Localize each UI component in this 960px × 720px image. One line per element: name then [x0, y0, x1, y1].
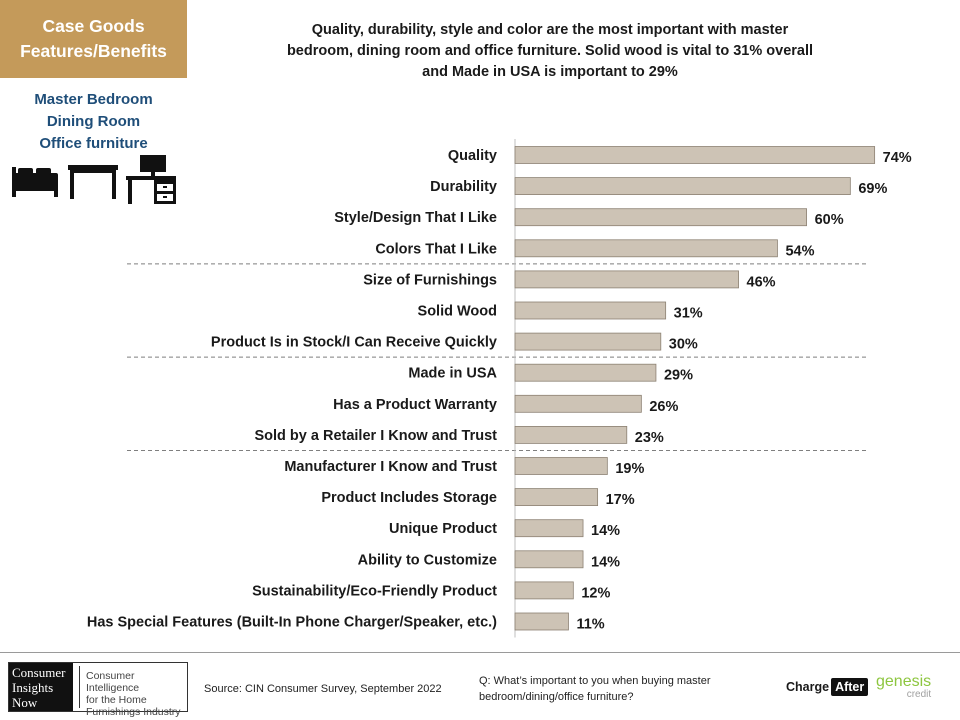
value-label: 26% [649, 399, 678, 415]
cin-logo: Consumer Insights Now Consumer Intellige… [8, 662, 188, 718]
category-label: Ability to Customize [358, 552, 497, 568]
cin-tagline-line-1: Consumer Intelligence [86, 670, 140, 694]
section-title-line2: Features/Benefits [20, 41, 167, 61]
survey-question-line-2: bedroom/dining/office furniture? [479, 691, 634, 703]
slide-headline: Quality, durability, style and color are… [220, 20, 880, 83]
value-label: 30% [669, 337, 698, 353]
cin-tagline-line-3: Furnishings Industry [86, 706, 181, 718]
cin-tagline-line-2: for the Home [86, 694, 147, 706]
section-title-line1: Case Goods [42, 16, 145, 36]
bar [514, 612, 569, 631]
category-label: Size of Furnishings [363, 272, 497, 288]
bar [514, 394, 642, 413]
value-label: 14% [591, 554, 620, 570]
value-label: 69% [858, 181, 887, 197]
bed-icon [12, 167, 58, 197]
section-title-box: Case Goods Features/Benefits [0, 0, 187, 78]
bar [514, 177, 851, 195]
category-label: Solid Wood [418, 304, 497, 320]
bar [514, 332, 662, 351]
category-label: Made in USA [408, 366, 497, 382]
value-label: 46% [747, 274, 776, 290]
value-label: 23% [635, 430, 664, 446]
category-label: Product Includes Storage [321, 490, 497, 506]
value-label: 29% [664, 368, 693, 384]
headline-line-2: bedroom, dining room and office furnitur… [286, 43, 814, 59]
desk-icon [126, 155, 176, 204]
cin-logo-mark: Consumer Insights Now [9, 663, 73, 711]
cin-logo-word-3: Now [12, 695, 38, 710]
value-label: 11% [576, 617, 604, 633]
category-label: Unique Product [389, 521, 497, 537]
value-label: 14% [591, 523, 620, 539]
furniture-icons [12, 155, 176, 204]
chargeafter-logo-charge: Charge [786, 680, 830, 694]
bar [514, 488, 599, 507]
category-office-furniture: Office furniture [39, 135, 148, 152]
category-label: Quality [448, 148, 497, 164]
value-label: 74% [883, 150, 912, 166]
chargeafter-logo-after: After [831, 678, 869, 696]
survey-question-line-1: Q: What’s important to you when buying m… [479, 675, 711, 687]
headline-line-3: and Made in USA is important to 29% [422, 64, 678, 80]
table-icon [68, 165, 118, 199]
cin-tagline: Consumer Intelligence for the Home Furni… [79, 666, 187, 718]
bar [514, 363, 657, 382]
value-label: 17% [606, 492, 635, 508]
value-label: 31% [674, 306, 703, 322]
genesis-credit-logo: genesis credit [876, 673, 932, 701]
genesis-logo-word: genesis [876, 673, 932, 690]
bar [514, 146, 876, 164]
genesis-logo-credit: credit [906, 689, 932, 700]
headline-line-1: Quality, durability, style and color are… [311, 22, 789, 38]
horizontal-bar-chart: Quality Durability Style/Design That I Lik… [87, 139, 912, 638]
value-label: 60% [815, 212, 844, 228]
category-label: Durability [430, 179, 497, 195]
bar [514, 425, 628, 444]
cin-logo-word-1: Consumer [12, 665, 66, 680]
category-label: Has Special Features (Built-In Phone Cha… [87, 615, 497, 631]
category-label: Colors That I Like [375, 241, 497, 257]
bar [514, 301, 667, 320]
value-label: 19% [615, 461, 644, 477]
survey-question: Q: What’s important to you when buying m… [479, 673, 769, 705]
category-label: Manufacturer I Know and Trust [284, 459, 497, 475]
furniture-categories: Master Bedroom Dining Room Office furnit… [0, 89, 187, 155]
footer-divider [0, 652, 960, 653]
value-label: 12% [581, 585, 610, 601]
bar [514, 457, 608, 475]
cin-logo-word-2: Insights [12, 680, 54, 695]
bar [514, 208, 808, 227]
category-label: Sold by a Retailer I Know and Trust [254, 428, 497, 444]
category-dining-room: Dining Room [46, 113, 141, 130]
chargeafter-logo: Charge After [786, 678, 869, 696]
category-label: Has a Product Warranty [333, 397, 497, 413]
source-note: Source: CIN Consumer Survey, September 2… [204, 683, 442, 695]
value-label: 54% [785, 243, 814, 259]
category-label: Product Is in Stock/I Can Receive Quickl… [211, 335, 497, 351]
bar [514, 519, 584, 538]
bar [514, 239, 778, 258]
category-label: Style/Design That I Like [334, 210, 497, 226]
bar [514, 270, 739, 289]
bar [514, 581, 574, 600]
category-label: Sustainability/Eco-Friendly Product [252, 583, 497, 599]
category-master-bedroom: Master Bedroom [34, 91, 153, 108]
bar [514, 550, 584, 569]
